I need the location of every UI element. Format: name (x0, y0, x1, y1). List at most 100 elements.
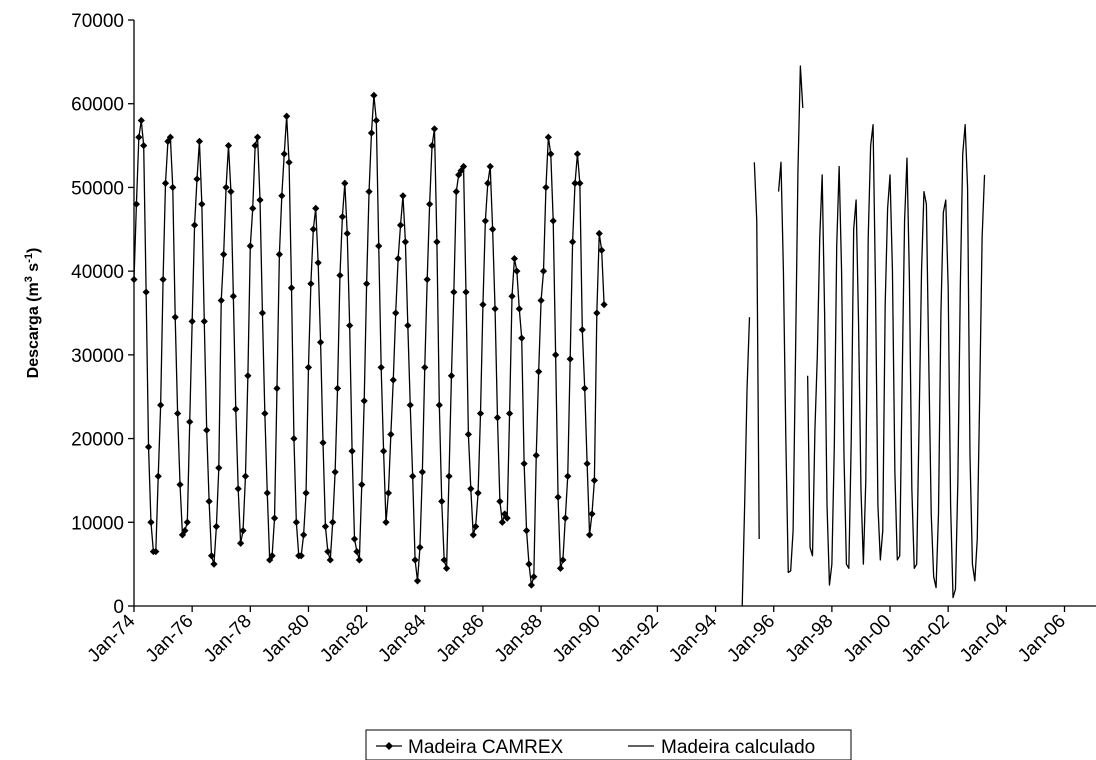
data-point-madeira-camrex (154, 472, 162, 480)
y-tick-label: 40000 (71, 262, 124, 283)
data-point-madeira-camrex (486, 162, 494, 171)
data-point-madeira-camrex (590, 476, 599, 485)
data-point-madeira-camrex (508, 292, 516, 300)
data-point-madeira-camrex (445, 472, 453, 480)
data-point-madeira-camrex (549, 217, 557, 225)
data-point-madeira-camrex (411, 556, 419, 564)
legend-marker-camrex (385, 742, 393, 750)
data-point-madeira-camrex (493, 414, 502, 422)
data-point-madeira-camrex (564, 472, 572, 480)
data-point-madeira-camrex (336, 271, 344, 279)
data-point-madeira-camrex (598, 246, 606, 254)
x-tick-label: Jan-92 (607, 611, 663, 667)
data-point-madeira-camrex (535, 368, 543, 376)
y-tick-label: 70000 (71, 11, 124, 32)
y-tick-label: 10000 (71, 513, 124, 534)
data-point-madeira-camrex (542, 183, 550, 192)
data-point-madeira-camrex (355, 556, 363, 564)
series-line-madeira-calculado (806, 123, 986, 599)
data-point-madeira-camrex (326, 556, 334, 564)
data-point-madeira-camrex (312, 204, 320, 212)
data-point-madeira-camrex (227, 188, 235, 196)
data-point-madeira-camrex (258, 309, 267, 317)
data-point-madeira-camrex (532, 451, 540, 459)
data-point-madeira-camrex (409, 472, 417, 480)
data-point-madeira-camrex (450, 288, 458, 296)
data-point-madeira-camrex (464, 430, 472, 438)
data-point-madeira-camrex (447, 372, 456, 380)
data-point-madeira-camrex (379, 447, 388, 455)
data-point-madeira-camrex (367, 129, 376, 137)
data-point-madeira-camrex (438, 497, 446, 505)
data-point-madeira-camrex (261, 409, 269, 418)
data-point-madeira-camrex (404, 321, 412, 330)
data-point-madeira-camrex (360, 397, 368, 405)
data-point-madeira-camrex (338, 213, 346, 221)
data-point-madeira-camrex (435, 401, 443, 409)
y-axis-label: Descarga (m3 s-1) (23, 248, 42, 379)
data-point-madeira-camrex (237, 539, 245, 547)
x-tick-label: Jan-74 (84, 610, 140, 666)
data-point-madeira-camrex (481, 217, 489, 225)
data-point-madeira-camrex (387, 430, 395, 438)
data-point-madeira-camrex (210, 560, 218, 568)
x-tick-label: Jan-94 (665, 610, 721, 666)
data-point-madeira-camrex (329, 518, 337, 526)
legend-box (365, 729, 852, 760)
data-point-madeira-camrex (205, 497, 213, 505)
x-tick-label: Jan-78 (200, 611, 256, 667)
data-point-madeira-camrex (552, 351, 560, 359)
x-tick-label: Jan-00 (840, 611, 896, 667)
data-point-madeira-camrex (174, 409, 182, 418)
y-tick-label: 60000 (71, 95, 124, 116)
data-point-madeira-camrex (566, 355, 574, 363)
data-point-madeira-camrex (484, 179, 492, 187)
data-point-madeira-camrex (316, 338, 325, 346)
data-point-madeira-camrex (212, 522, 220, 531)
data-point-madeira-camrex (489, 225, 497, 233)
data-point-madeira-camrex (537, 296, 545, 305)
data-point-madeira-camrex (300, 531, 308, 539)
data-point-madeira-camrex (222, 183, 230, 192)
data-point-madeira-camrex (253, 133, 262, 141)
data-point-madeira-camrex (304, 363, 313, 372)
data-point-madeira-camrex (268, 552, 276, 560)
data-point-madeira-camrex (188, 317, 196, 325)
data-point-madeira-camrex (433, 238, 441, 246)
data-point-madeira-camrex (346, 321, 354, 330)
data-point-madeira-camrex (544, 133, 552, 141)
data-point-madeira-camrex (554, 493, 562, 501)
data-point-madeira-camrex (399, 192, 407, 200)
data-point-madeira-camrex (203, 426, 211, 434)
data-point-madeira-camrex (377, 363, 385, 372)
data-point-madeira-camrex (459, 162, 468, 171)
data-point-madeira-camrex (413, 577, 422, 585)
data-point-madeira-camrex (578, 326, 586, 334)
y-tick-label: 0 (113, 597, 124, 618)
data-point-madeira-camrex (396, 221, 405, 229)
data-point-madeira-camrex (314, 259, 322, 267)
data-point-madeira-camrex (476, 409, 485, 418)
data-point-madeira-camrex (513, 267, 521, 275)
data-point-madeira-camrex (169, 183, 177, 192)
data-point-madeira-camrex (333, 384, 342, 392)
data-point-madeira-camrex (428, 141, 436, 150)
data-point-madeira-camrex (159, 275, 167, 284)
y-axis: 0 10000 20000 30000 40000 50000 60000 70000 (71, 11, 135, 618)
data-point-madeira-camrex (561, 514, 569, 522)
data-point-madeira-camrex (200, 317, 208, 325)
data-point-madeira-camrex (130, 275, 138, 284)
data-point-madeira-camrex (430, 125, 439, 133)
data-point-madeira-camrex (467, 485, 475, 493)
data-point-madeira-camrex (600, 301, 608, 309)
data-point-madeira-camrex (193, 175, 201, 183)
data-point-madeira-camrex (278, 192, 286, 200)
data-point-madeira-camrex (183, 518, 191, 526)
data-point-madeira-camrex (496, 497, 504, 505)
data-point-madeira-camrex (382, 518, 390, 526)
data-point-madeira-camrex (525, 560, 533, 568)
data-point-madeira-camrex (283, 112, 291, 120)
data-point-madeira-camrex (147, 518, 155, 526)
x-tick-label: Jan-88 (491, 611, 547, 667)
